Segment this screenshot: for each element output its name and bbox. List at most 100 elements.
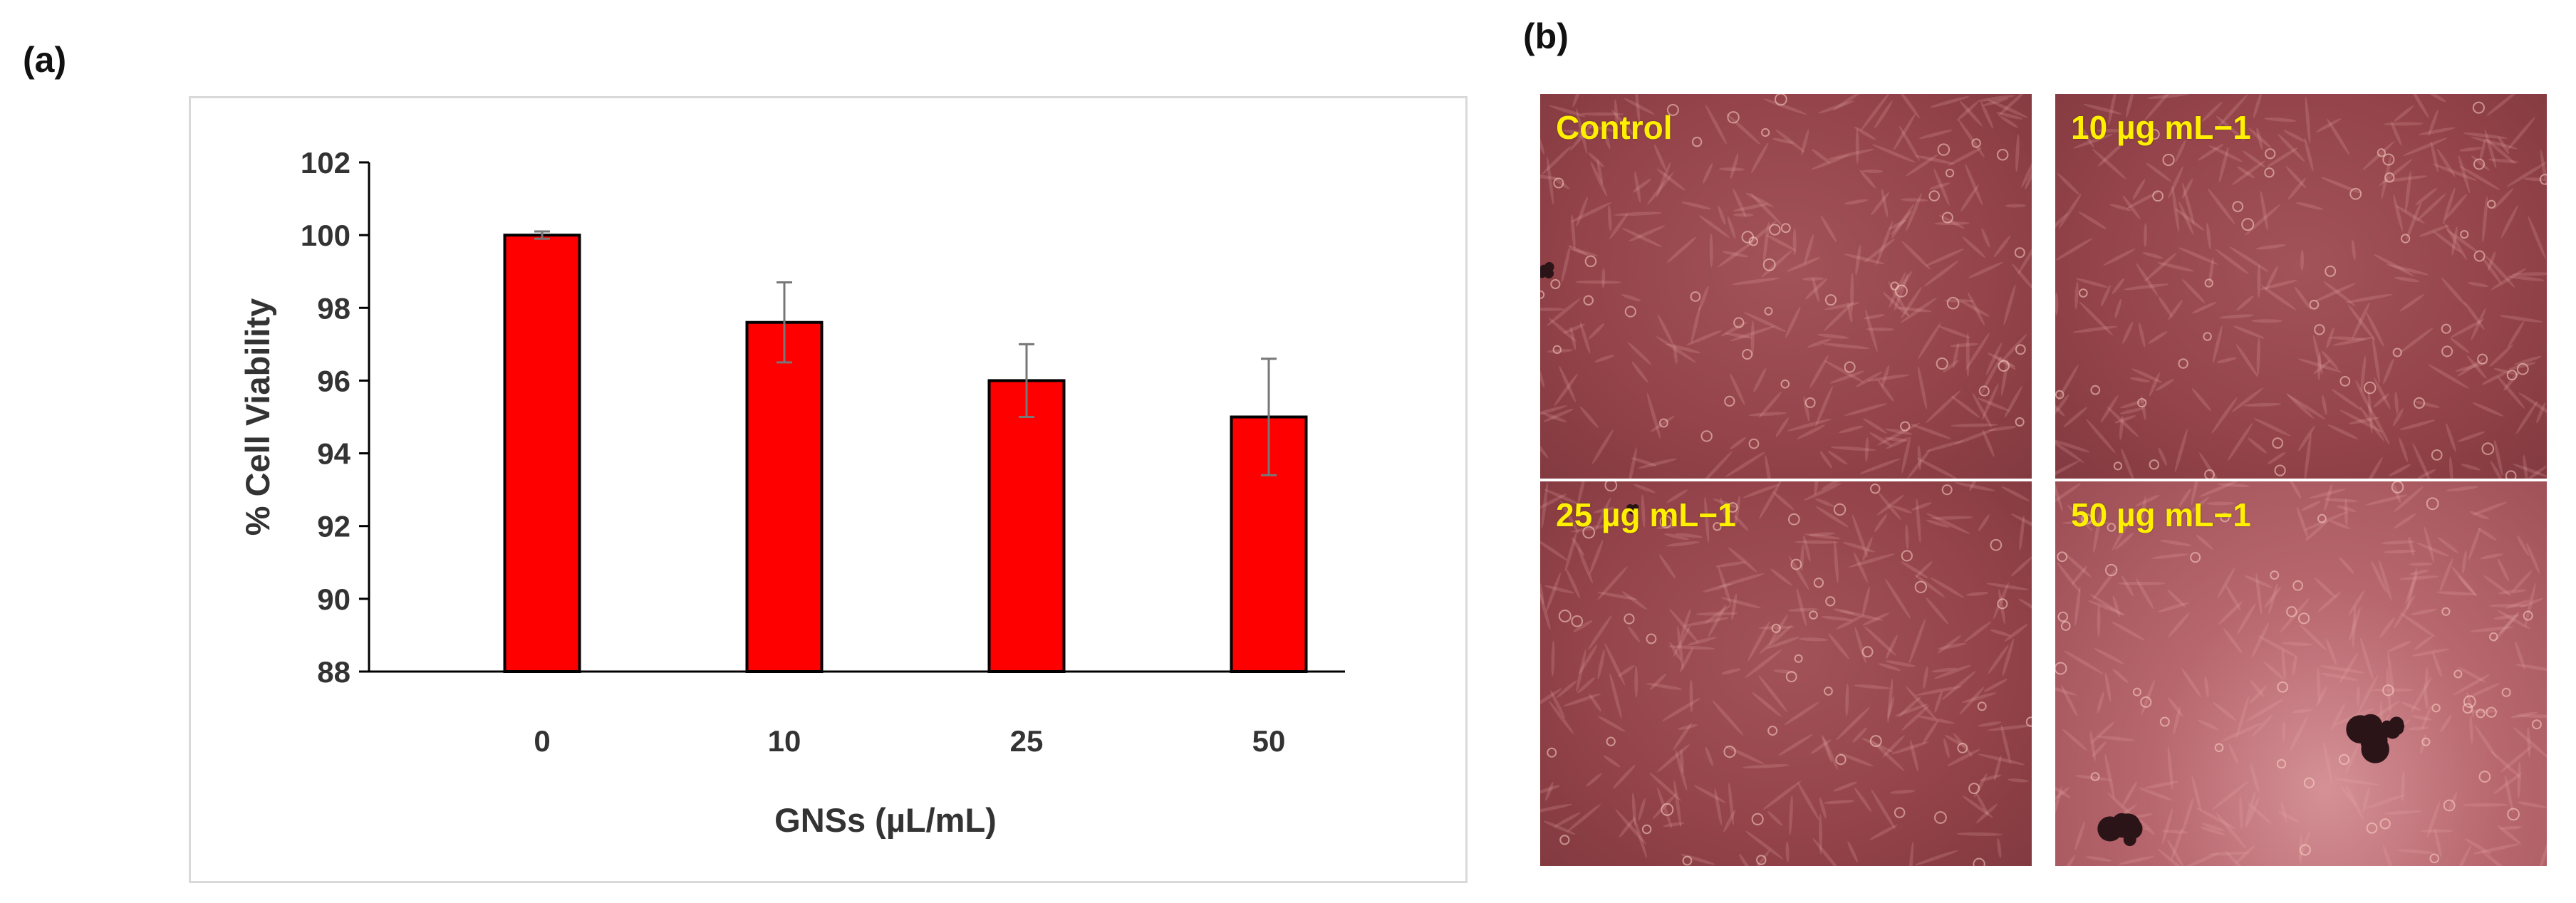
round-cell <box>2057 551 2068 563</box>
cell-spindle <box>1931 516 1973 520</box>
cell-spindle <box>1567 803 1601 832</box>
round-cell <box>1957 742 1968 753</box>
cell-spindle <box>2490 461 2503 479</box>
cell-spindle <box>1864 626 1896 656</box>
cell-spindle <box>1552 177 1570 189</box>
cell-spindle <box>2469 511 2490 520</box>
cell-spindle <box>2139 787 2173 801</box>
cell-spindle <box>1634 171 1641 204</box>
cell-spindle <box>1649 772 1681 801</box>
cell-spindle <box>1632 178 1651 193</box>
cell-spindle <box>1885 660 1916 667</box>
cell-spindle <box>1611 109 1637 139</box>
cell-spindle <box>1705 747 1713 766</box>
cell-spindle <box>1901 561 1929 579</box>
cell-spindle <box>2382 845 2396 866</box>
round-cell <box>1824 294 1837 306</box>
cell-spindle <box>2212 325 2223 363</box>
cell-spindle <box>2283 130 2305 142</box>
cell-spindle <box>2055 238 2093 261</box>
cell-spindle <box>1628 225 1666 242</box>
y-tick-label: 102 <box>301 146 350 179</box>
cell-spindle <box>2412 442 2432 479</box>
cell-spindle <box>2248 437 2267 454</box>
cell-spindle <box>2416 193 2446 221</box>
cell-spindle <box>1659 554 1676 579</box>
cell-spindle <box>1958 119 1985 158</box>
cell-spindle <box>2395 205 2425 224</box>
cell-spindle <box>2510 711 2538 719</box>
cell-spindle <box>1811 149 1831 164</box>
cell-spindle <box>2257 264 2261 298</box>
cell-spindle <box>1540 580 1544 605</box>
cell-spindle <box>1990 629 2011 637</box>
bar <box>503 234 581 673</box>
cell-spindle <box>1997 334 2027 367</box>
cell-spindle <box>2266 147 2298 167</box>
cell-spindle <box>1906 192 1922 231</box>
cell-spindle <box>2477 527 2497 541</box>
cell-spindle <box>1820 215 1837 243</box>
bar <box>987 379 1066 673</box>
cell-spindle <box>2182 797 2194 833</box>
cell-spindle <box>2004 624 2028 642</box>
cell-spindle <box>1747 221 1777 246</box>
cell-spindle <box>1714 788 1723 825</box>
round-cell <box>1756 855 1767 865</box>
cell-spindle <box>2312 335 2323 375</box>
cell-spindle <box>2144 94 2176 121</box>
cell-spindle <box>1983 679 2008 692</box>
cell-spindle <box>2286 393 2315 419</box>
cell-spindle <box>1993 582 2009 620</box>
cell-spindle <box>2527 726 2531 758</box>
cell-spindle <box>1855 371 1883 387</box>
cell-spindle <box>2352 302 2370 340</box>
cell-spindle <box>2074 821 2085 850</box>
gns-aggregate <box>2124 814 2137 828</box>
cell-spindle <box>2126 191 2160 209</box>
round-cell <box>1571 615 1584 627</box>
cell-spindle <box>1674 533 1703 538</box>
round-cell <box>1582 526 1596 539</box>
cell-spindle <box>1824 360 1864 383</box>
cell-spindle <box>2304 511 2349 531</box>
round-cell <box>2090 772 2100 781</box>
cell-spindle <box>2507 320 2525 348</box>
cell-spindle <box>1730 153 1739 179</box>
cell-spindle <box>1817 333 1849 339</box>
cell-spindle <box>1662 698 1700 721</box>
round-cell <box>2429 853 2440 864</box>
cell-spindle <box>2124 283 2169 291</box>
micrograph-caption: 10 µg mL−1 <box>2071 109 2251 146</box>
cell-spindle <box>1690 306 1700 344</box>
round-cell <box>2384 172 2395 183</box>
cell-spindle <box>2160 540 2192 546</box>
cell-spindle <box>2097 691 2104 714</box>
cell-spindle <box>1545 781 1554 801</box>
cell-spindle <box>1876 221 1894 266</box>
round-cell <box>2159 716 2170 727</box>
cell-spindle <box>1914 155 1955 165</box>
cell-spindle <box>2086 419 2116 454</box>
cell-spindle <box>1905 524 1909 550</box>
cell-spindle <box>1917 366 1928 410</box>
cell-spindle <box>2175 140 2186 163</box>
cell-spindle <box>2218 601 2243 625</box>
cell-spindle <box>2129 377 2150 382</box>
cell-spindle <box>1901 286 1922 319</box>
cell-spindle <box>2218 568 2235 598</box>
cell-spindle <box>2055 394 2069 416</box>
cell-spindle <box>2285 166 2307 189</box>
cell-spindle <box>1803 535 1811 562</box>
cell-spindle <box>2330 336 2366 340</box>
cell-spindle <box>1823 343 1870 349</box>
cell-spindle <box>2420 829 2453 833</box>
cell-spindle <box>1886 437 1909 449</box>
cell-spindle <box>1577 677 1595 694</box>
cell-spindle <box>2094 648 2124 664</box>
cell-spindle <box>1638 798 1646 821</box>
round-cell <box>1552 345 1562 355</box>
cell-spindle <box>2379 560 2392 602</box>
cell-spindle <box>1952 343 1959 369</box>
round-cell <box>1700 430 1713 442</box>
